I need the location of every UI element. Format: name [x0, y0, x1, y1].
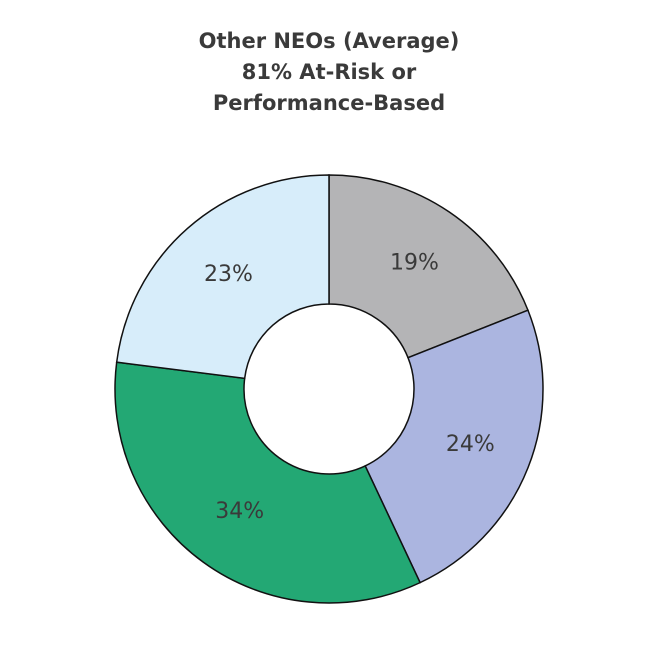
value-label: 24%: [446, 432, 495, 457]
donut-segment: [115, 174, 330, 380]
donut-segment: [328, 174, 529, 359]
chart-title: 81% At-Risk or: [242, 60, 417, 84]
value-label: 23%: [204, 262, 253, 287]
chart-title: Performance-Based: [213, 91, 445, 115]
donut-segment: [114, 361, 422, 604]
chart-title: Other NEOs (Average): [199, 29, 460, 53]
donut-segment: [364, 309, 544, 584]
value-label: 19%: [390, 250, 439, 275]
value-label: 34%: [215, 499, 264, 524]
